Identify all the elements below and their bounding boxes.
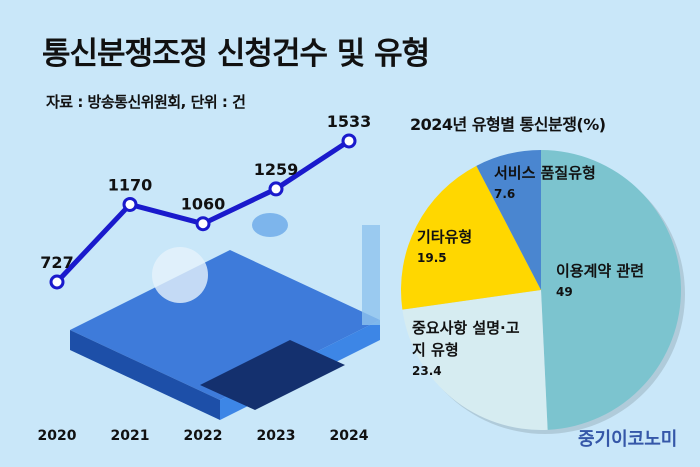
pie-title: 2024년 유형별 통신분쟁(%): [410, 115, 606, 134]
x-tick-label: 2024: [330, 428, 369, 444]
slice-label: 기타유형: [417, 228, 472, 246]
slice-value: 23.4: [412, 364, 442, 378]
slice-value: 49: [556, 285, 573, 299]
pie-slice: [402, 290, 548, 430]
data-label: 1170: [108, 175, 153, 194]
data-label: 727: [40, 253, 73, 272]
x-tick-label: 2020: [38, 428, 77, 444]
slice-label: 서비스 품질유형: [494, 164, 596, 182]
slice-label: 중요사항 설명·고: [412, 319, 520, 337]
data-label: 1060: [181, 195, 226, 214]
line-point: [122, 196, 138, 212]
line-point: [341, 133, 357, 149]
data-label: 1259: [254, 160, 299, 179]
source-note: 자료 : 방송통신위원회, 단위 : 건: [46, 93, 246, 111]
x-tick-label: 2023: [257, 428, 296, 444]
line-point: [49, 274, 65, 290]
x-tick-label: 2021: [111, 428, 150, 444]
pie-slice: [401, 165, 541, 310]
page-title: 통신분쟁조정 신청건수 및 유형: [42, 36, 430, 72]
brand-logo: 중기이코노미: [578, 429, 678, 450]
slice-value: 19.5: [417, 251, 447, 265]
line-point: [268, 181, 284, 197]
line-point: [195, 216, 211, 232]
pie-slice: [476, 150, 541, 290]
slice-label: 지 유형: [412, 341, 459, 359]
background-illustration: [70, 213, 380, 420]
slice-value: 7.6: [494, 187, 515, 201]
pie-slice: [541, 150, 681, 430]
slice-label: 이용계약 관련: [556, 262, 644, 280]
x-tick-label: 2022: [184, 428, 223, 444]
data-label: 1533: [327, 112, 372, 131]
